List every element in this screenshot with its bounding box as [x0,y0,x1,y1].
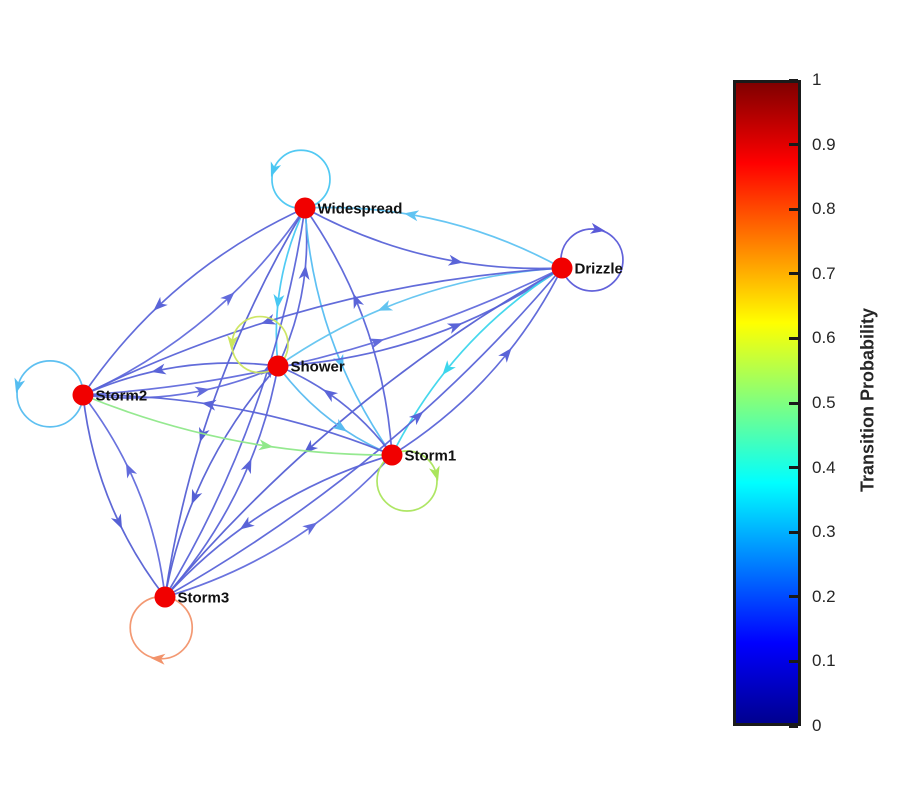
edge-arrow-Widespread-Storm2 [153,296,168,311]
edge-Widespread-Storm3 [164,207,306,598]
edge-Storm2-Storm3 [82,394,166,598]
edge-Shower-Drizzle [277,267,563,367]
graph-node-Storm3 [154,586,176,608]
edge-arrow-Shower-Drizzle [446,323,463,334]
colorbar-tick-label: 0.5 [812,393,836,412]
colorbar-tick-label: 0.6 [812,328,836,348]
colorbar-tick-mark [789,336,798,340]
graph-node-Drizzle [551,257,573,279]
colorbar-tick-mark [789,466,798,470]
node-label-Storm1: Storm1 [405,448,457,465]
colorbar-tick-label: 0.4 [812,457,836,477]
edge-arrow-Widespread-Shower [273,293,285,309]
edge-arrow-Storm3-Storm2 [125,463,138,479]
edge-arrow-Drizzle-Shower [377,300,394,311]
edge-arrow-Storm1-Shower [323,389,339,403]
edge-arrow-Widespread-Storm1 [333,353,344,370]
self-loop-arrow-Storm2 [14,377,26,394]
self-loop-arrow-Storm3 [150,653,166,665]
edge-arrow-Shower-Widespread [298,265,310,281]
colorbar-tick-label: 0 [812,716,822,735]
colorbar-tick-label: 0.2 [812,586,836,606]
colorbar-tick-label: 1 [812,70,822,89]
node-label-Widespread: Widespread [318,201,403,218]
edge-Widespread-Shower [275,207,306,367]
edge-arrow-Storm2-Drizzle [368,338,385,349]
colorbar-tick-label: 0.8 [812,199,836,219]
colorbar-tick-mark [789,530,798,534]
node-label-Drizzle: Drizzle [575,261,623,278]
edge-arrow-Drizzle-Storm3 [303,439,319,454]
edge-arrow-Shower-Storm1 [331,418,347,432]
colorbar-tick-mark [789,724,798,728]
graph-node-Widespread [294,197,316,219]
edge-Widespread-Drizzle [304,207,563,270]
edge-Storm2-Drizzle [82,267,563,396]
self-loop-arrow-Drizzle [589,222,606,234]
edge-arrow-Storm2-Storm3 [110,513,123,529]
edge-Drizzle-Widespread [304,206,563,269]
edge-arrow-Storm2-Shower [194,386,210,398]
edge-arrow-Shower-Storm3 [191,488,203,505]
edge-Storm1-Drizzle [391,267,563,456]
edge-arrow-Storm3-Drizzle [408,411,424,426]
node-label-Storm2: Storm2 [96,388,148,405]
edge-Shower-Storm2 [82,362,279,396]
self-loop-arrow-Storm1 [428,465,440,481]
edge-arrow-Storm1-Storm3 [239,516,255,530]
graph-node-Storm2 [72,384,94,406]
edge-Storm3-Storm2 [82,394,166,598]
edge-arrow-Storm3-Storm1 [302,522,318,536]
colorbar-tick-mark [789,659,798,663]
self-loop-arrow-Shower [227,335,239,351]
node-label-Shower: Shower [291,359,345,376]
self-loop-Storm1 [376,450,438,512]
colorbar-tick-label: 0.3 [812,522,836,542]
graph-node-Shower [267,355,289,377]
colorbar-tick-label: 0.7 [812,263,836,283]
edge-Storm3-Widespread [164,207,306,598]
colorbar-tick-mark [789,78,798,82]
edge-Storm1-Widespread [304,207,393,456]
colorbar-title: Transition Probability [857,307,878,493]
edge-Storm2-Storm1 [82,394,393,456]
node-label-Storm3: Storm3 [178,590,230,607]
colorbar-tick-label: 0.1 [812,651,836,671]
edge-Storm2-Shower [82,365,279,399]
edge-Storm1-Storm3 [164,454,393,598]
edge-arrow-Storm2-Storm1 [258,439,274,451]
edge-Shower-Storm1 [277,365,393,456]
edge-Drizzle-Storm2 [82,267,563,396]
edge-arrow-Widespread-Drizzle [447,254,464,266]
edge-Drizzle-Storm3 [164,267,563,598]
edge-arrow-Drizzle-Storm1 [442,360,456,375]
colorbar-tick-label: 0.9 [812,134,836,154]
graph-node-Storm1 [381,444,403,466]
edge-Widespread-Storm2 [82,207,306,396]
self-loop-arrow-Widespread [270,161,282,177]
edge-arrow-Storm3-Shower [240,458,252,475]
edge-arrow-Storm2-Widespread [220,292,235,307]
edge-arrow-Drizzle-Storm2 [260,314,277,325]
colorbar-tick-mark [789,207,798,211]
edge-arrow-Shower-Storm2 [151,363,167,375]
colorbar-tick-mark [789,401,798,405]
colorbar-tick-mark [789,272,798,276]
edge-arrow-Storm1-Drizzle [498,348,512,363]
edge-Shower-Widespread [277,207,308,367]
edge-arrow-Drizzle-Widespread [403,210,420,222]
edge-Shower-Storm3 [164,365,279,598]
edge-Storm3-Storm1 [164,454,393,598]
edge-Storm3-Shower [164,365,279,598]
edge-Widespread-Storm1 [304,207,393,456]
colorbar-tick-mark [789,595,798,599]
edge-arrow-Storm1-Storm2 [201,399,217,411]
edge-Storm1-Storm2 [82,394,393,456]
edge-Storm1-Shower [277,365,393,456]
edge-arrow-Storm1-Widespread [353,293,364,310]
colorbar-tick-mark [789,143,798,147]
